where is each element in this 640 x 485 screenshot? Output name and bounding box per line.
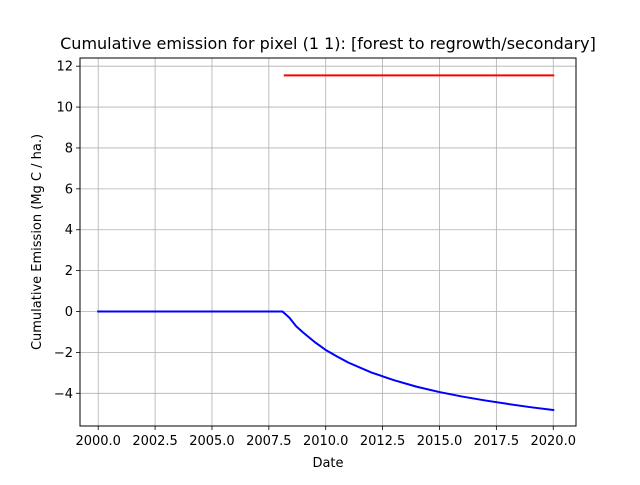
x-tick-label: 2010.0 (303, 434, 349, 449)
y-tick-label: 8 (65, 141, 73, 156)
y-tick-label: 6 (65, 182, 73, 197)
x-tick-label: 2015.0 (417, 434, 463, 449)
plot-frame (79, 57, 577, 427)
y-tick-label: 10 (56, 101, 73, 116)
x-axis-label: Date (312, 456, 343, 471)
chart-title: Cumulative emission for pixel (1 1): [fo… (60, 34, 596, 53)
x-tick-label: 2020.0 (530, 434, 576, 449)
x-tick-label: 2000.0 (75, 434, 121, 449)
y-tick-label: 2 (65, 264, 73, 279)
x-tick-label: 2002.5 (132, 434, 178, 449)
y-tick-label: 0 (65, 305, 73, 320)
y-tick-label: 12 (56, 60, 73, 75)
x-tick-label: 2005.0 (189, 434, 235, 449)
series-line-1 (97, 310, 555, 412)
series-layer (97, 74, 555, 412)
x-tick-label: 2012.5 (360, 434, 406, 449)
y-axis-label: Cumulative Emission (Mg C / ha.) (30, 134, 45, 350)
y-tick-label: 4 (65, 223, 73, 238)
y-tick-label: −2 (54, 346, 73, 361)
x-tick-label: 2007.5 (246, 434, 292, 449)
y-tick-label: −4 (54, 387, 73, 402)
x-tick-label: 2017.5 (474, 434, 520, 449)
tick-layer: 2000.0 2002.5 2005.0 2007.5 2010.0 2012.5 2015… (54, 60, 576, 449)
